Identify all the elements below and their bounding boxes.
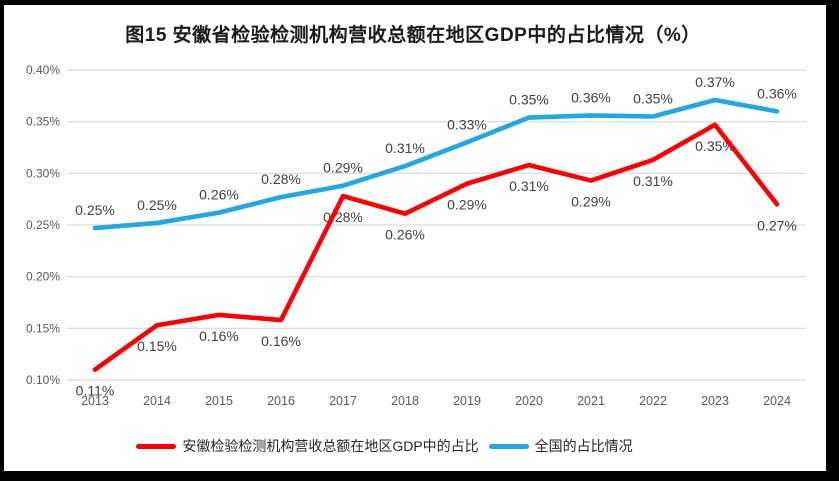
data-label: 0.36%: [571, 89, 611, 105]
y-axis-tick-label: 0.20%: [26, 270, 60, 284]
data-label: 0.29%: [571, 194, 611, 210]
y-axis-tick-label: 0.10%: [26, 373, 60, 387]
data-label: 0.26%: [199, 187, 239, 203]
data-label: 0.28%: [261, 171, 301, 187]
x-axis-tick-label: 2014: [143, 394, 171, 408]
x-axis-tick-label: 2022: [639, 394, 667, 408]
x-axis-tick-label: 2017: [329, 394, 357, 408]
data-label: 0.11%: [76, 383, 115, 399]
legend-label-anhui: 安徽检验检测机构营收总额在地区GDP中的占比: [182, 438, 479, 454]
data-label: 0.36%: [757, 85, 797, 101]
data-label: 0.31%: [385, 140, 425, 156]
legend-item-national: 全国的占比情况: [488, 436, 633, 456]
x-axis-tick-label: 2021: [577, 394, 605, 408]
x-axis-tick-label: 2015: [205, 394, 233, 408]
x-axis-tick-label: 2018: [391, 394, 419, 408]
x-axis-tick-label: 2024: [763, 394, 791, 408]
chart-legend: 安徽检验检测机构营收总额在地区GDP中的占比 全国的占比情况: [0, 436, 804, 456]
data-label: 0.16%: [261, 333, 301, 349]
x-axis-tick-label: 2013: [81, 394, 109, 408]
y-axis-tick-label: 0.35%: [26, 115, 60, 129]
data-label: 0.31%: [509, 178, 549, 194]
x-axis-tick-label: 2016: [267, 394, 295, 408]
legend-label-national: 全国的占比情况: [534, 438, 633, 454]
data-label: 0.26%: [385, 227, 425, 243]
x-axis-tick-label: 2020: [515, 394, 543, 408]
x-axis-tick-label: 2023: [701, 394, 729, 408]
y-axis-tick-label: 0.40%: [26, 63, 60, 77]
data-label: 0.29%: [323, 160, 363, 176]
data-label: 0.33%: [447, 116, 487, 132]
y-axis-tick-label: 0.25%: [26, 218, 60, 232]
data-label: 0.29%: [447, 197, 487, 213]
x-axis-tick-label: 2019: [453, 394, 481, 408]
legend-swatch-national-blue-line: [488, 443, 529, 449]
data-label: 0.15%: [137, 338, 177, 354]
chart-title: 图15 安徽省检验检测机构营收总额在地区GDP中的占比情况（%）: [125, 25, 701, 46]
legend-item-anhui: 安徽检验检测机构营收总额在地区GDP中的占比: [136, 436, 479, 456]
data-label: 0.37%: [695, 74, 735, 90]
data-label: 0.16%: [199, 328, 239, 344]
series-line: [92, 97, 780, 231]
data-label: 0.25%: [137, 197, 177, 213]
y-axis-tick-label: 0.15%: [26, 321, 60, 335]
data-label: 0.25%: [75, 202, 115, 218]
data-label: 0.35%: [509, 92, 549, 108]
data-label: 0.35%: [695, 138, 735, 154]
legend-swatch-anhui-red-line: [136, 443, 177, 449]
data-label: 0.35%: [633, 91, 673, 107]
y-axis-tick-label: 0.30%: [26, 166, 60, 180]
data-label: 0.31%: [633, 173, 673, 189]
series-line: [92, 122, 780, 372]
data-label: 0.27%: [757, 217, 797, 233]
